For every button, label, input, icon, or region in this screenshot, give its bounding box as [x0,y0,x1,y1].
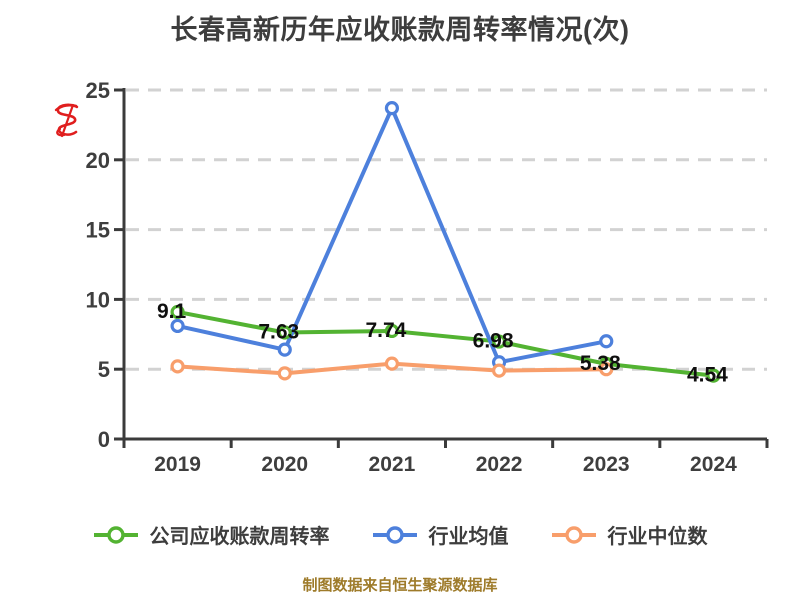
line-chart: 0 5 10 15 20 25 2019 2020 2021 2022 2023 2024 9.1 7.6… [86,78,769,476]
x-tick-label: 2019 [154,453,201,476]
data-point [170,359,185,374]
data-point [491,363,507,378]
y-tick-label: 0 [98,427,110,452]
legend-marker-green-icon [93,525,138,544]
red-scribble-icon [54,103,79,138]
data-point-label: 6.98 [473,330,514,353]
data-point-label: 7.63 [258,320,299,343]
x-tick-label: 2023 [583,453,630,476]
data-point [491,334,507,349]
legend-item-company-turnover[interactable]: 公司应收账款周转率 [93,520,330,549]
x-tick-label: 2024 [690,453,737,476]
data-point [170,304,185,320]
data-point [277,342,292,357]
data-point [277,366,292,381]
y-tick-label: 20 [86,148,110,173]
y-tick-label: 10 [86,287,110,312]
data-point [277,325,292,340]
data-point-label: 7.74 [365,319,406,342]
legend-label: 行业均值 [428,526,509,548]
data-point [384,323,400,339]
data-point [384,101,400,116]
legend-item-industry-median[interactable]: 行业中位数 [551,520,708,549]
legend-item-industry-mean[interactable]: 行业均值 [372,520,509,549]
data-point-label: 9.1 [157,300,187,323]
x-tick-label: 2022 [476,453,523,476]
data-source-note: 制图数据来自恒生聚源数据库 [302,577,498,594]
data-point [599,334,614,349]
data-point [599,362,614,377]
x-tick-label: 2020 [261,453,308,476]
y-tick-label: 15 [86,218,110,243]
legend: 公司应收账款周转率 行业均值 行业中位数 [0,520,800,549]
chart-title: 长春高新历年应收账款周转率情况(次) [170,15,630,45]
y-tick-label: 5 [98,357,110,382]
x-tick-label: 2021 [369,453,416,476]
data-point-label: 4.54 [687,364,728,387]
legend-label: 公司应收账款周转率 [149,526,330,548]
legend-label: 行业中位数 [607,526,708,548]
series-line [175,309,716,378]
data-point [706,368,721,383]
y-tick-label: 25 [86,78,110,103]
data-point [384,356,400,371]
legend-marker-orange-icon [551,525,596,544]
legend-marker-blue-icon [372,525,417,544]
data-point [170,318,185,334]
data-point-label: 5.38 [580,352,621,375]
